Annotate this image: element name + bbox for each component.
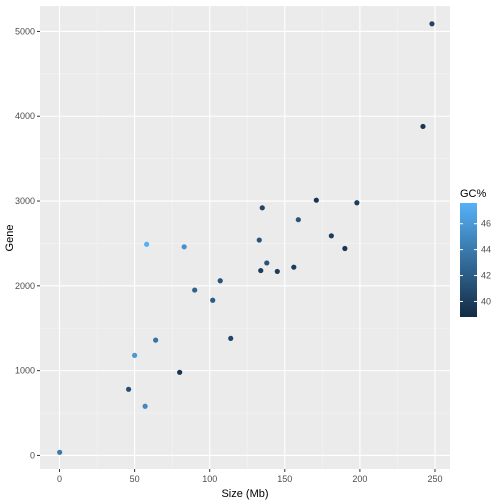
data-point (313, 197, 319, 203)
legend-ticks: 40 42 44 46 (460, 219, 491, 306)
data-point (420, 123, 426, 130)
data-point (274, 268, 280, 275)
data-point (126, 386, 132, 392)
data-point (217, 278, 223, 284)
x-tick-label: 100 (202, 474, 217, 484)
data-point (132, 352, 138, 358)
x-tick-label: 0 (57, 474, 62, 484)
x-axis: 0 50 100 150 200 250 (57, 469, 442, 484)
y-tick-label: 3000 (15, 196, 35, 206)
data-point (144, 241, 150, 247)
legend-tick-label: 44 (481, 245, 491, 255)
data-point (291, 264, 297, 270)
x-tick-label: 250 (427, 474, 442, 484)
y-tick-label: 0 (30, 450, 35, 460)
legend-tick-label: 46 (481, 219, 491, 229)
y-tick-label: 1000 (15, 366, 35, 376)
data-point (258, 267, 264, 274)
legend-tick-label: 42 (481, 271, 491, 281)
y-tick-label: 2000 (15, 281, 35, 291)
data-point (142, 403, 148, 409)
y-tick-label: 5000 (15, 26, 35, 36)
data-point (57, 449, 63, 455)
y-axis-title: Gene (4, 225, 16, 252)
data-point (181, 244, 187, 250)
x-tick-label: 200 (352, 474, 367, 484)
data-point (228, 335, 234, 342)
x-axis-title: Size (Mb) (221, 488, 268, 500)
data-point (354, 200, 360, 206)
data-point (177, 369, 183, 375)
plot-panel (40, 6, 450, 469)
data-point (342, 245, 348, 252)
minor-gridlines (40, 6, 450, 469)
major-gridlines (40, 6, 450, 469)
color-legend: GC% 40 42 44 46 (460, 188, 491, 317)
data-point (429, 21, 435, 27)
data-point (153, 337, 159, 343)
data-point (295, 217, 301, 223)
legend-title: GC% (460, 188, 487, 200)
data-points (57, 21, 435, 455)
data-point (259, 205, 265, 211)
legend-tick-label: 40 (481, 296, 491, 306)
data-point (264, 260, 270, 266)
data-point (256, 237, 262, 243)
legend-colorbar (460, 203, 477, 317)
y-tick-label: 4000 (15, 111, 35, 121)
data-point (192, 287, 198, 293)
data-point (328, 233, 334, 239)
x-tick-label: 150 (277, 474, 292, 484)
y-axis: 0 1000 2000 3000 4000 5000 (15, 26, 40, 460)
x-tick-label: 50 (130, 474, 140, 484)
data-point (210, 297, 216, 303)
